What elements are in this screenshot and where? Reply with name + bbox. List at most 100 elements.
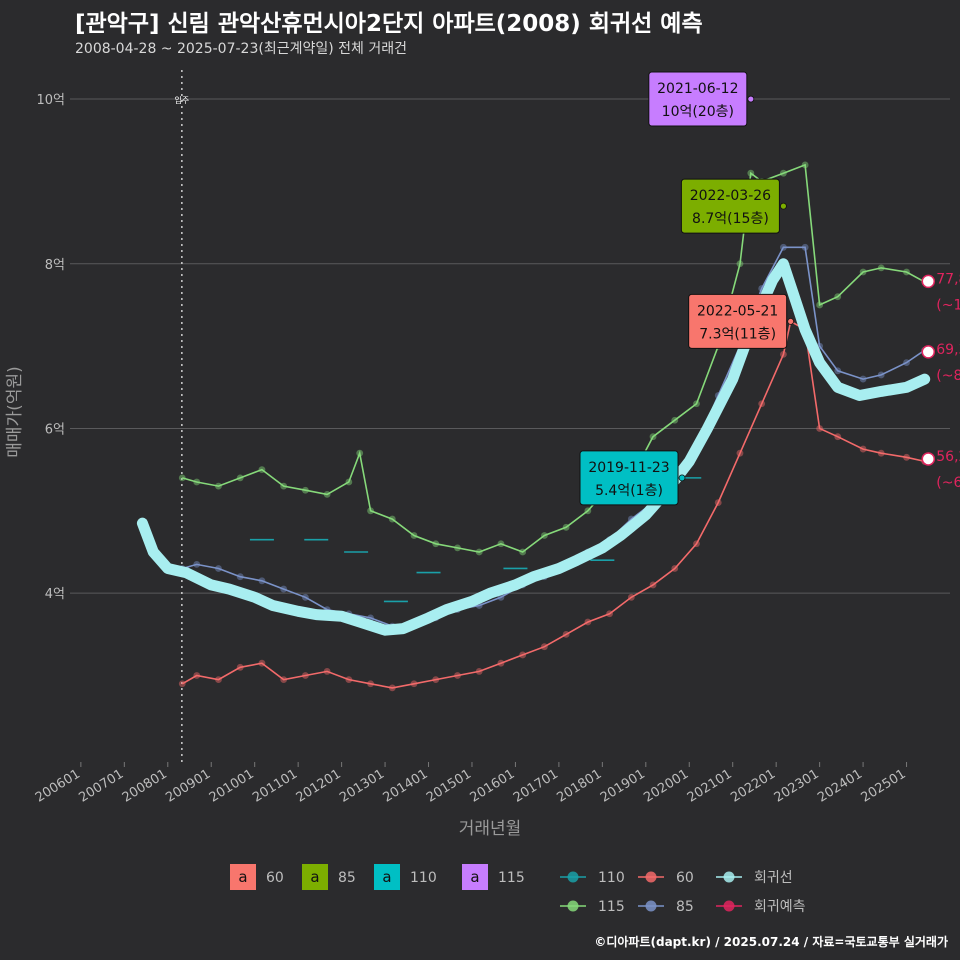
x-tick-label: 201101 — [250, 767, 300, 806]
legend-fill-label: 115 — [498, 870, 525, 886]
callout-point — [780, 202, 787, 210]
series-point-60 — [714, 499, 722, 506]
regression-line — [136, 258, 931, 636]
series-point-60 — [178, 680, 186, 688]
x-axis-title: 거래년월 — [459, 819, 522, 839]
legend-fill-glyph: a — [238, 868, 247, 886]
series-point-115 — [519, 548, 527, 556]
footer-credit: ©디아파트(dapt.kr) / 2025.07.24 / 자료=국토교통부 실… — [594, 935, 948, 949]
callout-value: 7.3억(11층) — [699, 326, 776, 342]
x-tick-label: 200601 — [33, 767, 83, 806]
series-point-85 — [215, 565, 222, 572]
series-point-115 — [834, 293, 842, 301]
prediction-price: 56,275 — [936, 449, 960, 465]
series-point-60 — [236, 663, 244, 671]
series-point-60 — [193, 672, 201, 679]
series-point-115 — [903, 268, 910, 276]
legend-fill-glyph: a — [470, 868, 479, 886]
series-point-60 — [215, 676, 222, 684]
chart-title: [관악구] 신림 관악산휴먼시아2단지 아파트(2008) 회귀선 예측 — [75, 11, 703, 37]
legend-line-label: 회귀예측 — [754, 899, 806, 915]
y-tick-label: 4억 — [45, 587, 65, 602]
x-tick-label: 201001 — [207, 767, 257, 806]
series-point-60 — [758, 400, 766, 408]
prediction-point — [921, 452, 936, 466]
series-line-115 — [182, 163, 926, 553]
prediction-point — [921, 274, 936, 289]
callout-point — [747, 95, 755, 103]
series-point-115 — [584, 507, 592, 515]
series-point-60 — [736, 449, 744, 457]
series-point-115 — [816, 301, 824, 309]
series-point-85 — [236, 573, 244, 581]
x-tick-label: 201301 — [337, 767, 387, 806]
x-tick-label: 202501 — [859, 767, 909, 806]
legend-fill-swatch — [302, 864, 328, 890]
series-point-115 — [801, 161, 809, 169]
series-point-60 — [859, 445, 867, 453]
series-point-115 — [671, 416, 679, 424]
series-point-115 — [367, 507, 374, 515]
x-tick-label: 200701 — [76, 767, 126, 806]
legend-fill-label: 110 — [410, 870, 437, 886]
chart-subtitle: 2008-04-28 ~ 2025-07-23(최근계약일) 전체 거래건 — [75, 41, 407, 57]
legend-fill-label: 60 — [266, 870, 284, 886]
legend-fill-glyph: a — [382, 868, 391, 886]
series-point-60 — [816, 425, 824, 432]
legend-point-key — [567, 900, 579, 912]
callout-date: 2022-05-21 — [697, 303, 778, 319]
x-tick-label: 200801 — [120, 767, 170, 806]
legend-point-key — [723, 900, 735, 912]
series-line-60 — [181, 320, 925, 689]
legend-line-label: 60 — [676, 870, 694, 886]
series-point-60 — [345, 676, 353, 684]
series-point-60 — [475, 668, 483, 675]
y-axis-title: 매매가(억원) — [5, 366, 25, 457]
legend-line-label: 회귀선 — [754, 870, 793, 886]
series-point-115 — [475, 548, 483, 556]
series-point-85 — [859, 375, 867, 383]
legend-line-label: 85 — [676, 899, 694, 915]
x-tick-label: 200901 — [163, 767, 213, 806]
x-tick-label: 201201 — [294, 767, 344, 806]
series-point-115 — [747, 169, 755, 177]
callout-date: 2021-06-12 — [657, 81, 738, 97]
series-point-60 — [627, 593, 635, 601]
callout-box — [680, 178, 780, 234]
series-point-115 — [323, 490, 331, 498]
series-point-115 — [497, 540, 505, 548]
series-point-85 — [903, 359, 910, 366]
callout-box — [579, 450, 679, 506]
series-point-60 — [541, 643, 548, 651]
legend-fill-swatch — [230, 864, 256, 890]
x-tick-label: 201901 — [598, 767, 648, 806]
series-point-115 — [877, 264, 885, 272]
series-point-60 — [606, 610, 613, 618]
series-point-115 — [215, 482, 222, 490]
series-point-60 — [877, 449, 885, 457]
legend-point-key — [645, 871, 657, 883]
series-point-85 — [258, 577, 266, 585]
series-point-115 — [454, 544, 461, 552]
legend-fill-swatch — [462, 864, 488, 890]
series-point-115 — [432, 540, 440, 548]
series-point-85 — [280, 585, 288, 593]
series-point-115 — [258, 466, 266, 474]
x-tick-label: 201401 — [381, 767, 431, 806]
prediction-area: (~115㎡) — [936, 297, 960, 313]
series-point-115 — [649, 433, 657, 441]
series-point-115 — [388, 515, 396, 523]
prediction-price: 69,303 — [936, 342, 960, 358]
callout-value: 5.4억(1층) — [595, 483, 663, 499]
series-point-85 — [780, 243, 787, 251]
series-point-60 — [834, 433, 842, 441]
series-point-60 — [301, 672, 309, 679]
x-tick-label: 201501 — [424, 767, 474, 806]
legend-point-key — [567, 871, 579, 883]
series-point-60 — [562, 630, 570, 638]
series-point-60 — [432, 676, 440, 684]
series-point-115 — [280, 482, 288, 490]
prediction-area: (~85㎡) — [936, 368, 960, 384]
legend-fill-glyph: a — [310, 868, 319, 886]
